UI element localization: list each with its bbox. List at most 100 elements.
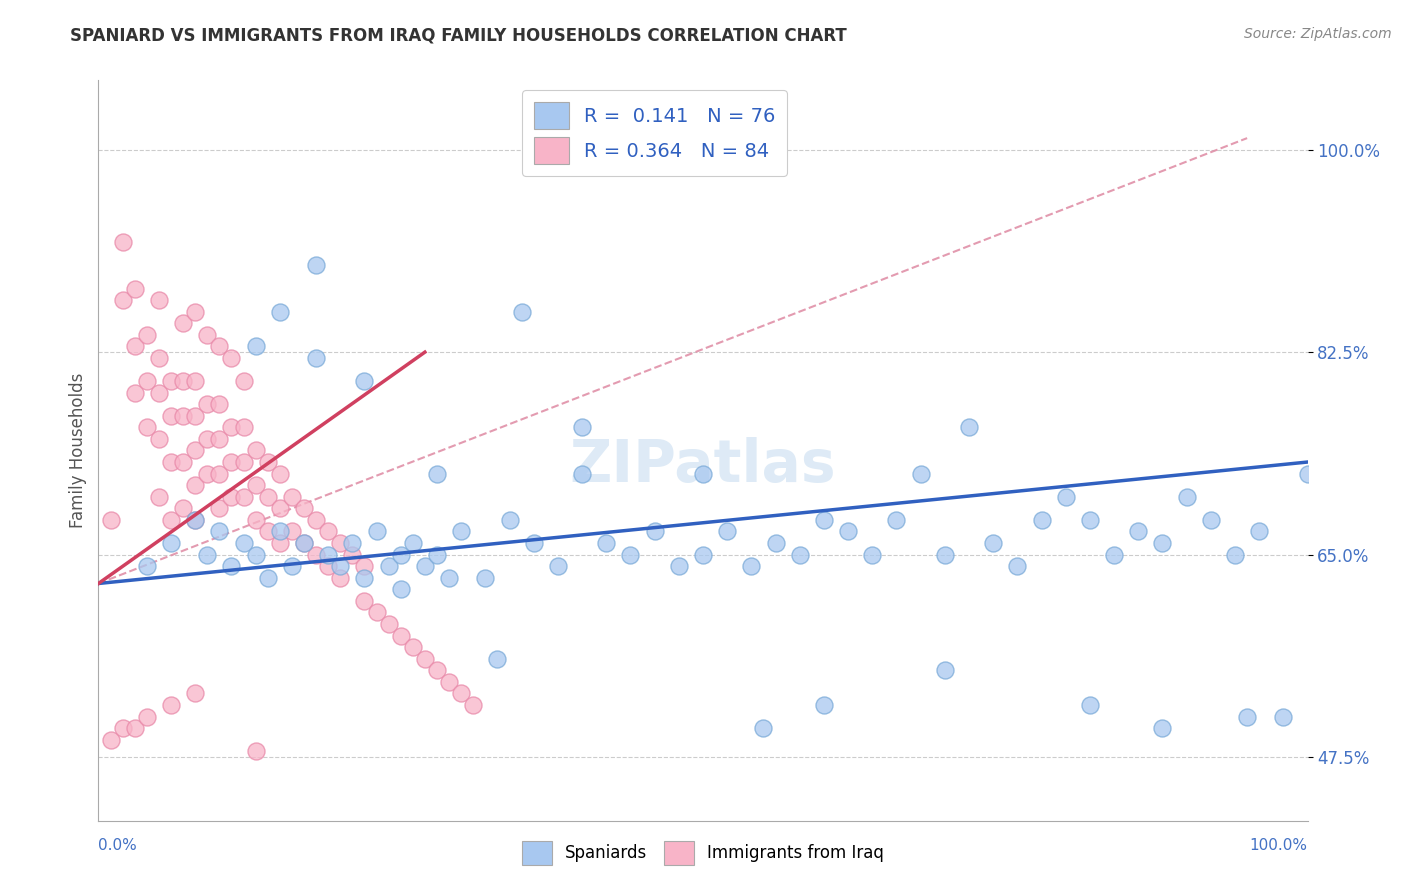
Point bbox=[256, 571, 278, 585]
Point bbox=[256, 455, 278, 469]
Point bbox=[389, 629, 412, 643]
Point bbox=[195, 397, 218, 411]
Point bbox=[292, 536, 315, 550]
Point bbox=[547, 559, 569, 574]
Text: ZIPatlas: ZIPatlas bbox=[569, 437, 837, 494]
Point bbox=[353, 374, 375, 388]
Point bbox=[221, 559, 243, 574]
Text: SPANIARD VS IMMIGRANTS FROM IRAQ FAMILY HOUSEHOLDS CORRELATION CHART: SPANIARD VS IMMIGRANTS FROM IRAQ FAMILY … bbox=[70, 27, 846, 45]
Point bbox=[184, 513, 207, 527]
Point bbox=[1296, 467, 1319, 481]
Point bbox=[245, 443, 267, 458]
Point bbox=[886, 513, 908, 527]
Point bbox=[208, 467, 231, 481]
Point bbox=[232, 455, 254, 469]
Point bbox=[740, 559, 762, 574]
Point bbox=[523, 536, 546, 550]
Point bbox=[245, 478, 267, 492]
Point bbox=[366, 524, 388, 539]
Point bbox=[135, 420, 157, 434]
Point bbox=[463, 698, 485, 712]
Point bbox=[342, 548, 364, 562]
Point bbox=[437, 571, 460, 585]
Point bbox=[124, 721, 146, 735]
Point bbox=[426, 548, 449, 562]
Point bbox=[353, 594, 375, 608]
Point bbox=[329, 559, 352, 574]
Point bbox=[281, 559, 304, 574]
Point bbox=[269, 524, 291, 539]
Point bbox=[342, 536, 364, 550]
Point bbox=[111, 721, 134, 735]
Point bbox=[981, 536, 1004, 550]
Point bbox=[100, 732, 122, 747]
Point bbox=[160, 698, 183, 712]
Point bbox=[172, 409, 194, 423]
Point bbox=[124, 339, 146, 353]
Point bbox=[172, 501, 194, 516]
Point bbox=[571, 420, 593, 434]
Point bbox=[437, 674, 460, 689]
Point bbox=[292, 536, 315, 550]
Point bbox=[195, 432, 218, 446]
Point bbox=[160, 513, 183, 527]
Point bbox=[221, 490, 243, 504]
Point bbox=[208, 432, 231, 446]
Point bbox=[124, 385, 146, 400]
Point bbox=[232, 536, 254, 550]
Point bbox=[510, 304, 533, 318]
Point bbox=[413, 559, 436, 574]
Point bbox=[389, 582, 412, 597]
Point bbox=[377, 617, 399, 632]
Point bbox=[269, 467, 291, 481]
Point bbox=[245, 513, 267, 527]
Point bbox=[208, 524, 231, 539]
Point bbox=[148, 432, 170, 446]
Point bbox=[135, 374, 157, 388]
Point bbox=[135, 709, 157, 723]
Point bbox=[160, 536, 183, 550]
Point bbox=[486, 651, 509, 665]
Point bbox=[692, 548, 714, 562]
Point bbox=[413, 651, 436, 665]
Point bbox=[232, 374, 254, 388]
Point bbox=[377, 559, 399, 574]
Point bbox=[813, 698, 835, 712]
Point bbox=[1236, 709, 1258, 723]
Point bbox=[934, 663, 956, 677]
Point bbox=[184, 513, 207, 527]
Point bbox=[160, 374, 183, 388]
Point bbox=[571, 467, 593, 481]
Point bbox=[221, 351, 243, 365]
Point bbox=[316, 524, 339, 539]
Point bbox=[256, 524, 278, 539]
Point bbox=[148, 385, 170, 400]
Point bbox=[1199, 513, 1222, 527]
Point bbox=[366, 606, 388, 620]
Point bbox=[148, 490, 170, 504]
Point bbox=[172, 374, 194, 388]
Point bbox=[619, 548, 641, 562]
Point bbox=[148, 293, 170, 307]
Point bbox=[450, 686, 472, 700]
Point bbox=[1007, 559, 1029, 574]
Point bbox=[221, 455, 243, 469]
Point bbox=[208, 397, 231, 411]
Point bbox=[957, 420, 980, 434]
Point bbox=[184, 374, 207, 388]
Point bbox=[1054, 490, 1077, 504]
Point bbox=[1031, 513, 1053, 527]
Point bbox=[148, 351, 170, 365]
Point bbox=[160, 409, 183, 423]
Point bbox=[111, 235, 134, 250]
Point bbox=[184, 443, 207, 458]
Point bbox=[789, 548, 811, 562]
Point bbox=[329, 571, 352, 585]
Point bbox=[184, 304, 207, 318]
Point bbox=[813, 513, 835, 527]
Point bbox=[1249, 524, 1271, 539]
Point bbox=[498, 513, 520, 527]
Point bbox=[1078, 698, 1101, 712]
Point bbox=[232, 490, 254, 504]
Point bbox=[402, 640, 425, 654]
